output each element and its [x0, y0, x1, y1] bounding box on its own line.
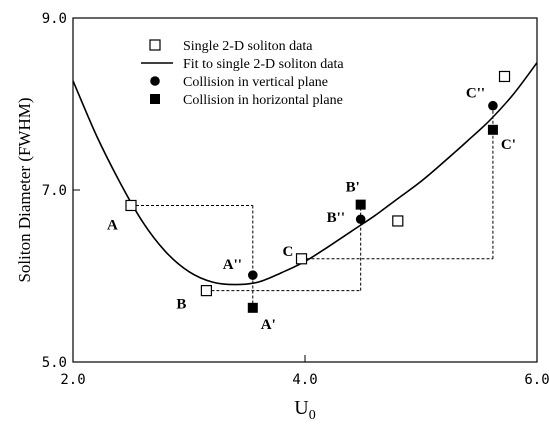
x-axis-label: U0	[294, 397, 315, 423]
filled-square-point	[487, 124, 498, 135]
point-label: C'	[501, 137, 516, 153]
point-label: B'	[346, 180, 360, 196]
open-square-point	[295, 253, 308, 265]
x-tick-label: 6.0	[524, 372, 549, 388]
legend-marker-filled-circle	[150, 76, 160, 86]
connector-lines	[131, 105, 494, 308]
data-points	[125, 70, 511, 313]
filled-square-point	[247, 302, 258, 313]
x-axis-label-main: U	[294, 397, 309, 419]
y-tick-label: 7.0	[42, 183, 67, 199]
x-tick-label: 4.0	[292, 372, 317, 388]
legend-entry-label: Collision in horizontal plane	[183, 93, 343, 108]
point-label: C	[283, 244, 294, 260]
open-square-point	[498, 70, 511, 83]
filled-circle-point	[355, 214, 366, 225]
legend: Single 2-D soliton data Fit to single 2-D…	[141, 39, 344, 108]
filled-circle-point	[488, 100, 498, 111]
legend-marker-filled-square	[150, 94, 160, 104]
y-axis-label: Soliton Diameter (FWHM)	[15, 97, 34, 282]
legend-entry-label: Single 2-D soliton data	[183, 39, 313, 54]
y-tick-label: 9.0	[42, 11, 67, 27]
legend-marker-open-square	[149, 39, 161, 51]
open-square-point	[392, 215, 404, 227]
x-axis-label-subscript: 0	[309, 408, 316, 423]
axis-ticks: 2.0 4.0 6.0 5.0 7.0 9.0	[42, 11, 549, 388]
filled-square-point	[355, 199, 366, 210]
open-square-point	[200, 285, 212, 297]
x-tick-label: 2.0	[60, 372, 85, 388]
legend-entry-label: Fit to single 2-D soliton data	[183, 57, 344, 72]
point-annotations: A B C A'' A' B'B'' C'' C'	[107, 86, 516, 333]
point-label: B	[176, 297, 186, 313]
point-label: B''	[327, 210, 345, 226]
filled-circle-point	[248, 270, 258, 280]
point-label: C''	[466, 86, 485, 102]
point-label: A'	[261, 317, 276, 333]
open-square-point	[125, 199, 137, 212]
legend-entry-label: Collision in vertical plane	[183, 75, 328, 90]
y-tick-label: 5.0	[42, 355, 67, 371]
point-label: A	[107, 217, 118, 233]
point-label: A''	[223, 257, 242, 273]
